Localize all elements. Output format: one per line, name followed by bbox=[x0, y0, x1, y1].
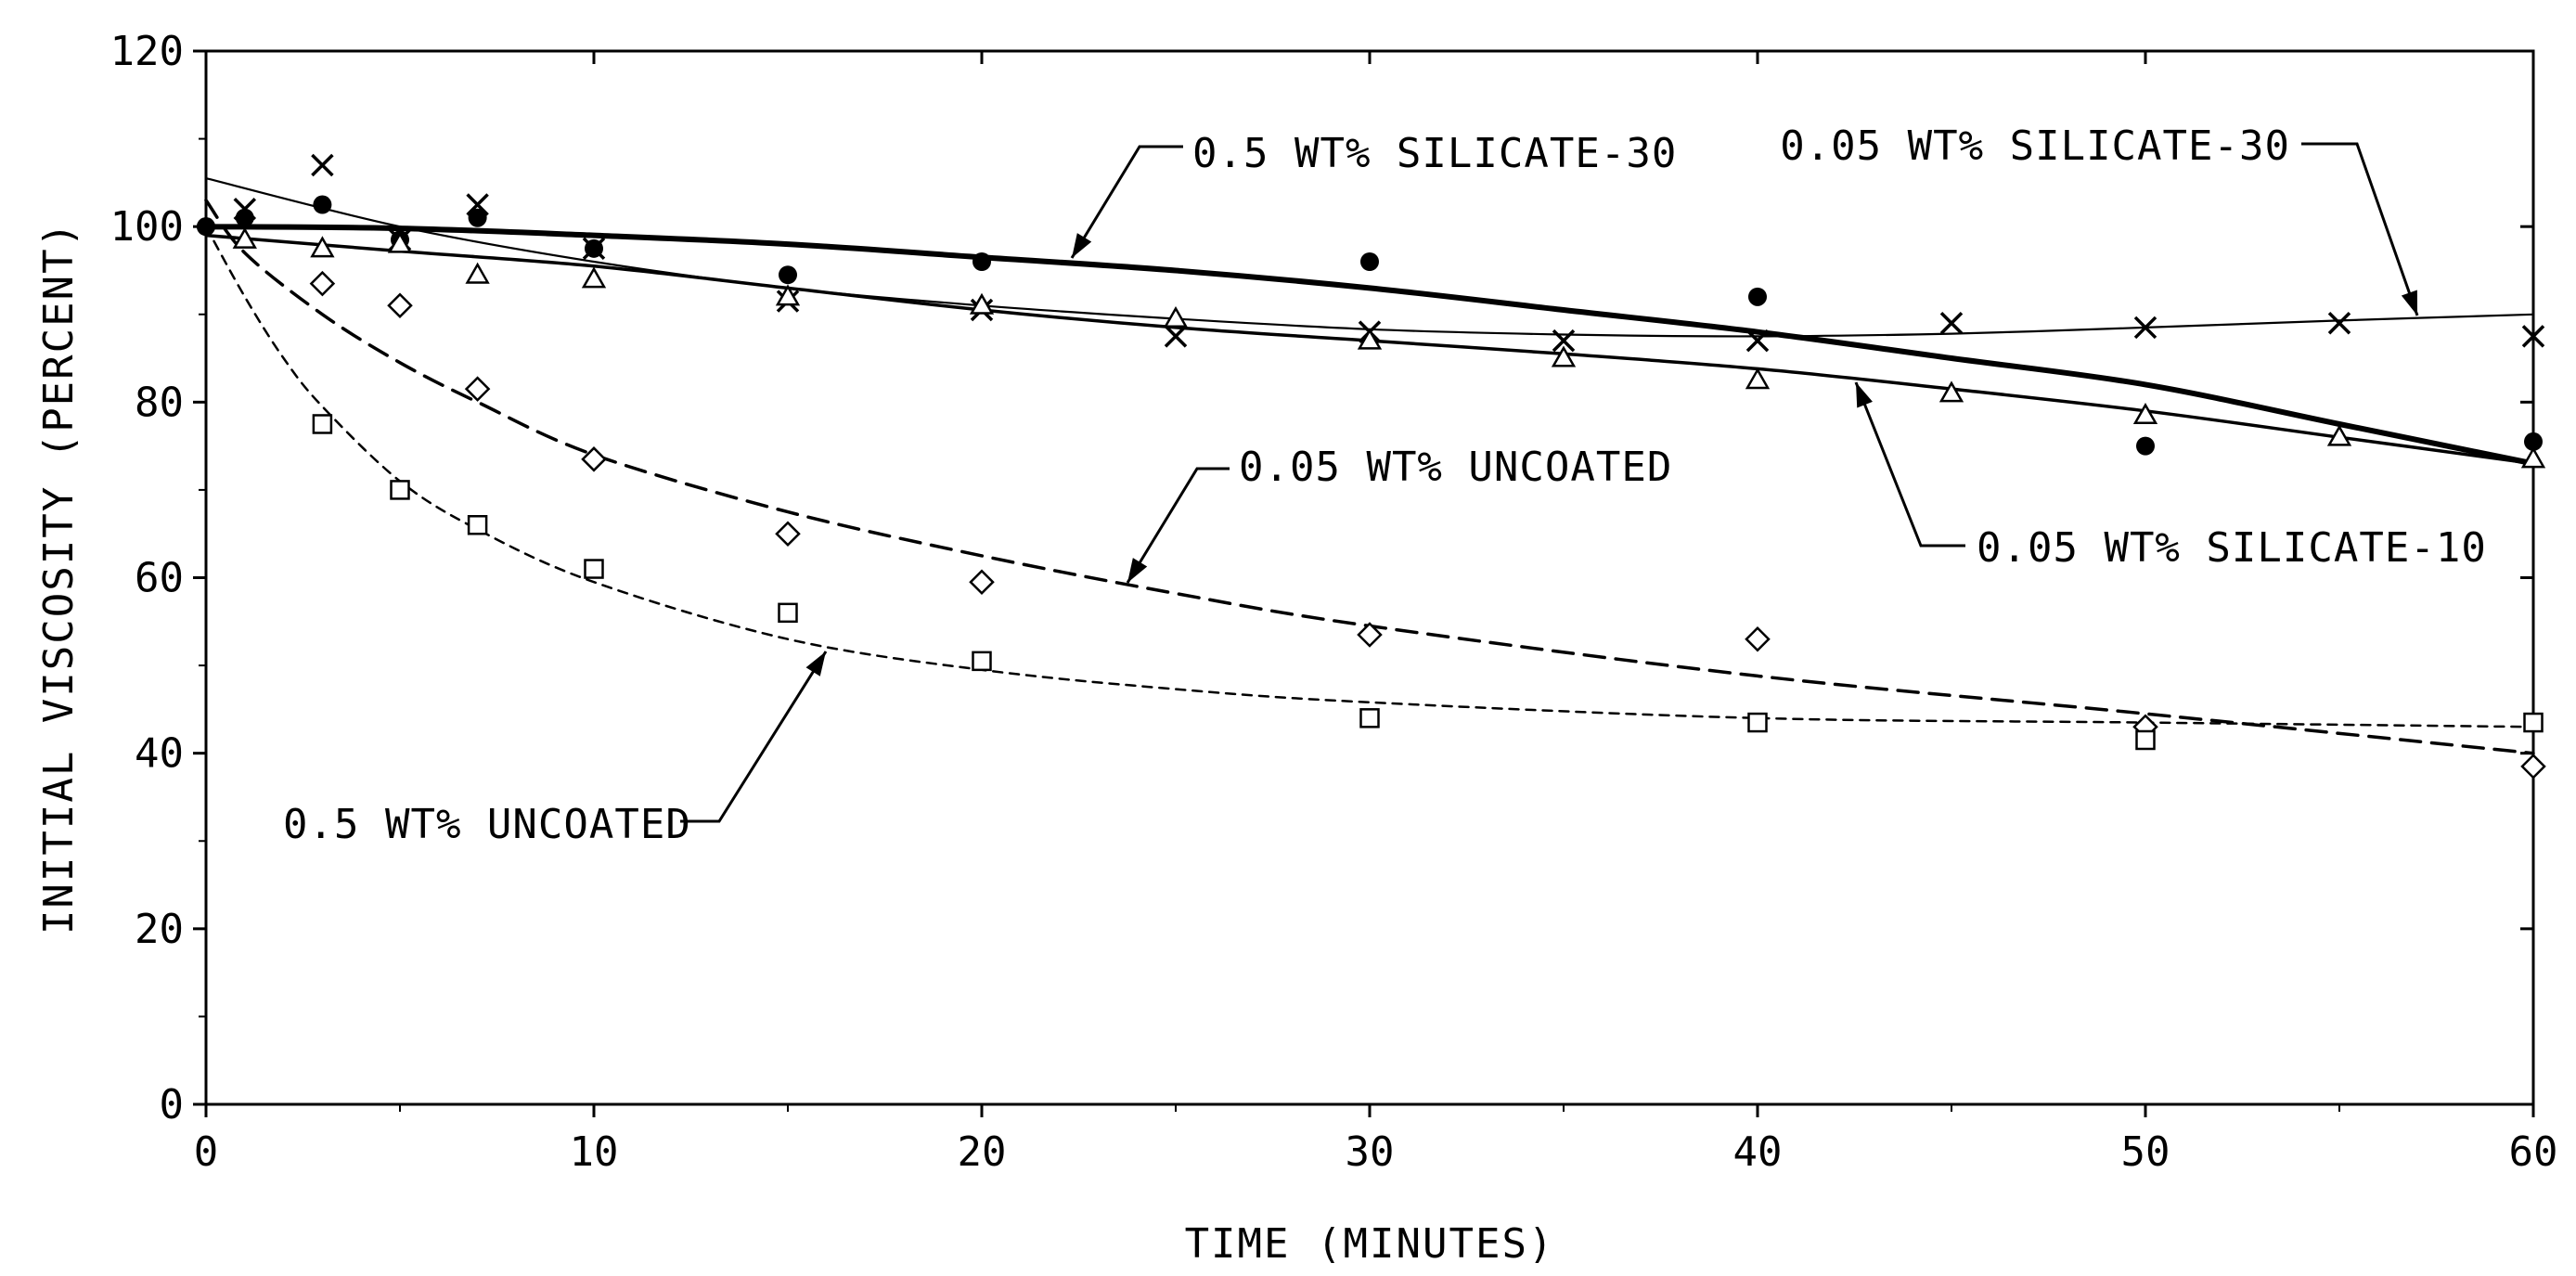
x-tick-label: 60 bbox=[2509, 1128, 2558, 1176]
arrowhead-0-5-wtpct-uncoated bbox=[806, 651, 826, 677]
y-axis-title: INITIAL VISCOSITY (PERCENT) bbox=[35, 221, 83, 934]
y-tick-label: 60 bbox=[135, 555, 184, 602]
y-tick-label: 20 bbox=[135, 906, 184, 953]
x-tick-label: 20 bbox=[958, 1128, 1007, 1176]
annotation-0-05-wtpct-silicate-30: 0.05 WT% SILICATE-30 bbox=[1780, 122, 2290, 170]
leader-line-0-5-wtpct-uncoated bbox=[680, 651, 826, 821]
point-0-05-wtpct-uncoated bbox=[311, 273, 333, 295]
point-0-05-wtpct-uncoated bbox=[971, 571, 993, 593]
point-0-05-wtpct-silicate-30 bbox=[1166, 326, 1186, 346]
point-0-05-wtpct-silicate-10 bbox=[1747, 370, 1768, 388]
point-0-5-wtpct-uncoated bbox=[973, 652, 991, 670]
arrowhead-0-05-wtpct-uncoated bbox=[1127, 558, 1147, 583]
x-axis-title: TIME (MINUTES) bbox=[1185, 1220, 1555, 1268]
y-tick-label: 80 bbox=[135, 379, 184, 426]
point-0-5-wtpct-uncoated bbox=[469, 516, 486, 534]
plot-frame bbox=[206, 51, 2533, 1104]
point-0-05-wtpct-silicate-10 bbox=[1553, 348, 1574, 366]
point-0-05-wtpct-uncoated bbox=[389, 294, 411, 316]
point-0-05-wtpct-silicate-10 bbox=[2135, 406, 2156, 423]
point-0-5-wtpct-uncoated bbox=[2525, 714, 2543, 731]
point-0-05-wtpct-silicate-30 bbox=[1941, 313, 1962, 333]
annotation-0-5-wtpct-uncoated: 0.5 WT% UNCOATED bbox=[283, 801, 691, 848]
point-0-5-wtpct-uncoated bbox=[2137, 731, 2155, 749]
point-0-5-wtpct-silicate-30 bbox=[2136, 437, 2155, 456]
point-0-05-wtpct-uncoated bbox=[1746, 628, 1769, 651]
y-tick-label: 100 bbox=[110, 203, 184, 251]
point-0-5-wtpct-silicate-30 bbox=[313, 196, 331, 214]
arrowhead-0-05-wtpct-silicate-10 bbox=[1856, 382, 1873, 407]
point-0-5-wtpct-silicate-30 bbox=[779, 265, 797, 284]
x-tick-label: 0 bbox=[194, 1128, 219, 1176]
point-0-5-wtpct-uncoated bbox=[1361, 709, 1379, 727]
x-tick-label: 40 bbox=[1733, 1128, 1783, 1176]
point-0-5-wtpct-silicate-30 bbox=[1748, 288, 1767, 306]
point-0-05-wtpct-uncoated bbox=[2522, 755, 2544, 778]
point-0-05-wtpct-silicate-10 bbox=[1941, 383, 1962, 401]
point-0-05-wtpct-silicate-10 bbox=[2523, 449, 2544, 467]
point-0-5-wtpct-uncoated bbox=[779, 604, 797, 622]
point-0-5-wtpct-uncoated bbox=[392, 481, 409, 498]
point-0-05-wtpct-silicate-30 bbox=[2329, 313, 2350, 333]
annotations: 0.5 WT% SILICATE-30 0.05 WT% SILICATE-30 0… bbox=[283, 122, 2487, 848]
x-tick-label: 50 bbox=[2121, 1128, 2170, 1176]
annotation-0-5-wtpct-silicate-30: 0.5 WT% SILICATE-30 bbox=[1192, 130, 1677, 177]
annotation-0-05-wtpct-silicate-10: 0.05 WT% SILICATE-10 bbox=[1977, 524, 2487, 572]
point-0-5-wtpct-silicate-30 bbox=[972, 252, 991, 271]
leader-line-0-05-wtpct-silicate-10 bbox=[1856, 382, 1965, 546]
point-0-05-wtpct-uncoated bbox=[777, 522, 799, 545]
y-tick-label: 40 bbox=[135, 730, 184, 778]
point-0-5-wtpct-uncoated bbox=[1749, 714, 1767, 731]
point-0-05-wtpct-silicate-10 bbox=[312, 238, 332, 256]
point-0-05-wtpct-silicate-30 bbox=[312, 155, 332, 175]
y-tick-label: 120 bbox=[110, 28, 184, 75]
axes: 0 10 20 30 40 50 60 0 20 40 60 80 100 120 bbox=[110, 28, 2558, 1176]
y-tick-label: 0 bbox=[160, 1081, 185, 1128]
point-0-05-wtpct-silicate-10 bbox=[584, 269, 604, 287]
arrowhead-0-5-wtpct-silicate-30 bbox=[1072, 233, 1091, 258]
point-0-5-wtpct-uncoated bbox=[586, 561, 603, 578]
point-0-5-wtpct-silicate-30 bbox=[1360, 252, 1379, 271]
arrowhead-0-05-wtpct-silicate-30 bbox=[2402, 290, 2417, 316]
point-0-5-wtpct-uncoated bbox=[314, 415, 331, 432]
annotation-0-05-wtpct-uncoated: 0.05 WT% UNCOATED bbox=[1239, 444, 1672, 491]
x-tick-label: 30 bbox=[1346, 1128, 1395, 1176]
x-tick-label: 10 bbox=[570, 1128, 619, 1176]
point-origin bbox=[197, 217, 215, 236]
leader-line-0-05-wtpct-silicate-30 bbox=[2301, 144, 2417, 316]
point-0-05-wtpct-silicate-10 bbox=[468, 264, 488, 282]
